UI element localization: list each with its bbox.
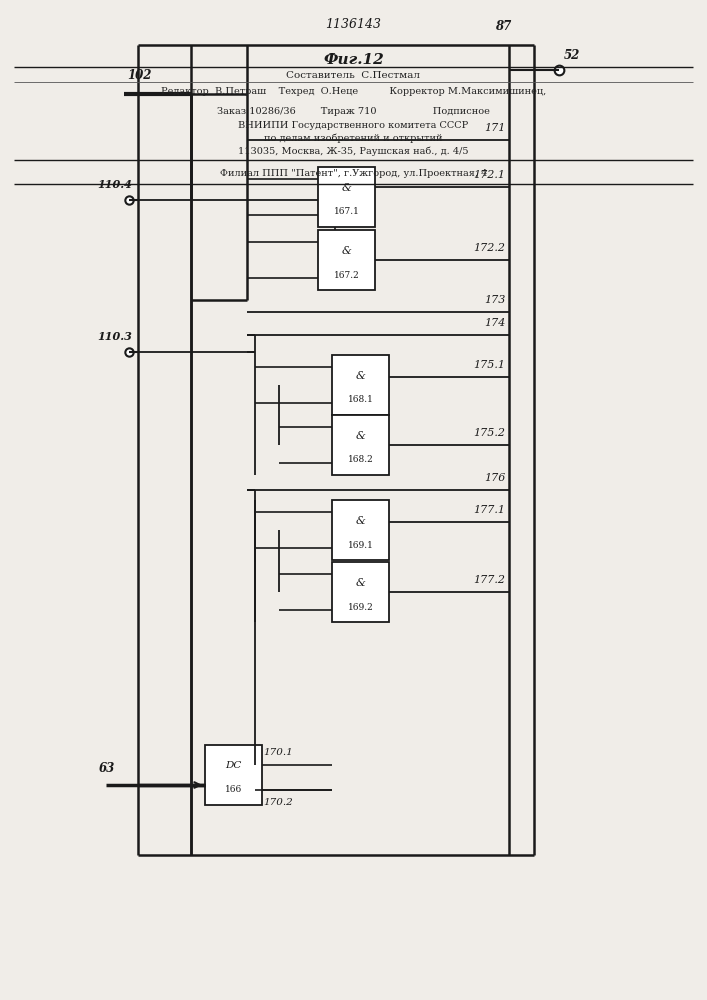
Bar (332, 562, 389, 622)
Text: 63: 63 (99, 762, 115, 775)
Bar (318, 230, 375, 290)
Text: 172.1: 172.1 (474, 170, 506, 180)
Text: &: & (356, 516, 366, 526)
Text: 170.2: 170.2 (263, 798, 293, 807)
Text: &: & (341, 183, 351, 193)
Text: 170.1: 170.1 (263, 748, 293, 757)
Text: 113035, Москва, Ж-35, Раушская наб., д. 4/5: 113035, Москва, Ж-35, Раушская наб., д. … (238, 146, 469, 156)
Bar (332, 355, 389, 415)
Text: DC: DC (225, 762, 242, 770)
Text: 167.2: 167.2 (334, 270, 359, 279)
Text: Составитель  С.Пестмал: Составитель С.Пестмал (286, 70, 421, 80)
Text: ВНИИПИ Государственного комитета СССР: ВНИИПИ Государственного комитета СССР (238, 120, 469, 129)
Text: Редактор  В.Петраш    Техред  О.Неце          Корректор М.Максимишинец,: Редактор В.Петраш Техред О.Неце Корректо… (161, 88, 546, 97)
Bar (318, 167, 375, 227)
Text: &: & (341, 246, 351, 256)
Text: 168.1: 168.1 (348, 395, 373, 404)
Text: 175.1: 175.1 (474, 360, 506, 370)
Text: 177.2: 177.2 (474, 575, 506, 585)
Text: 172.2: 172.2 (474, 243, 506, 253)
Text: Заказ 10286/36        Тираж 710                  Подписное: Заказ 10286/36 Тираж 710 Подписное (217, 107, 490, 116)
Text: 102: 102 (127, 69, 151, 82)
Text: 169.1: 169.1 (348, 540, 373, 550)
Text: 87: 87 (496, 20, 511, 33)
Text: 168.2: 168.2 (348, 456, 373, 464)
Text: 110.3: 110.3 (97, 331, 132, 342)
Text: &: & (356, 578, 366, 588)
Text: 1136143: 1136143 (325, 18, 382, 31)
Bar (205, 745, 262, 805)
Text: &: & (356, 431, 366, 441)
Text: по делам изобретений и открытий: по делам изобретений и открытий (264, 133, 443, 143)
Text: 174: 174 (484, 318, 506, 328)
Text: 173: 173 (484, 295, 506, 305)
Bar (332, 415, 389, 475)
Text: 176: 176 (484, 473, 506, 483)
Text: 171: 171 (484, 123, 506, 133)
Text: 110.4: 110.4 (97, 179, 132, 190)
Text: Филиал ППП "Патент", г.Ужгород, ул.Проектная, 4: Филиал ППП "Патент", г.Ужгород, ул.Проек… (220, 169, 487, 178)
Text: 166: 166 (225, 786, 242, 794)
Text: 167.1: 167.1 (334, 208, 359, 217)
Text: Фиг.12: Фиг.12 (323, 53, 384, 67)
Text: 52: 52 (564, 49, 580, 62)
Text: 177.1: 177.1 (474, 505, 506, 515)
Text: 169.2: 169.2 (348, 602, 373, 611)
Bar (332, 500, 389, 560)
Text: 175.2: 175.2 (474, 428, 506, 438)
Text: &: & (356, 371, 366, 381)
